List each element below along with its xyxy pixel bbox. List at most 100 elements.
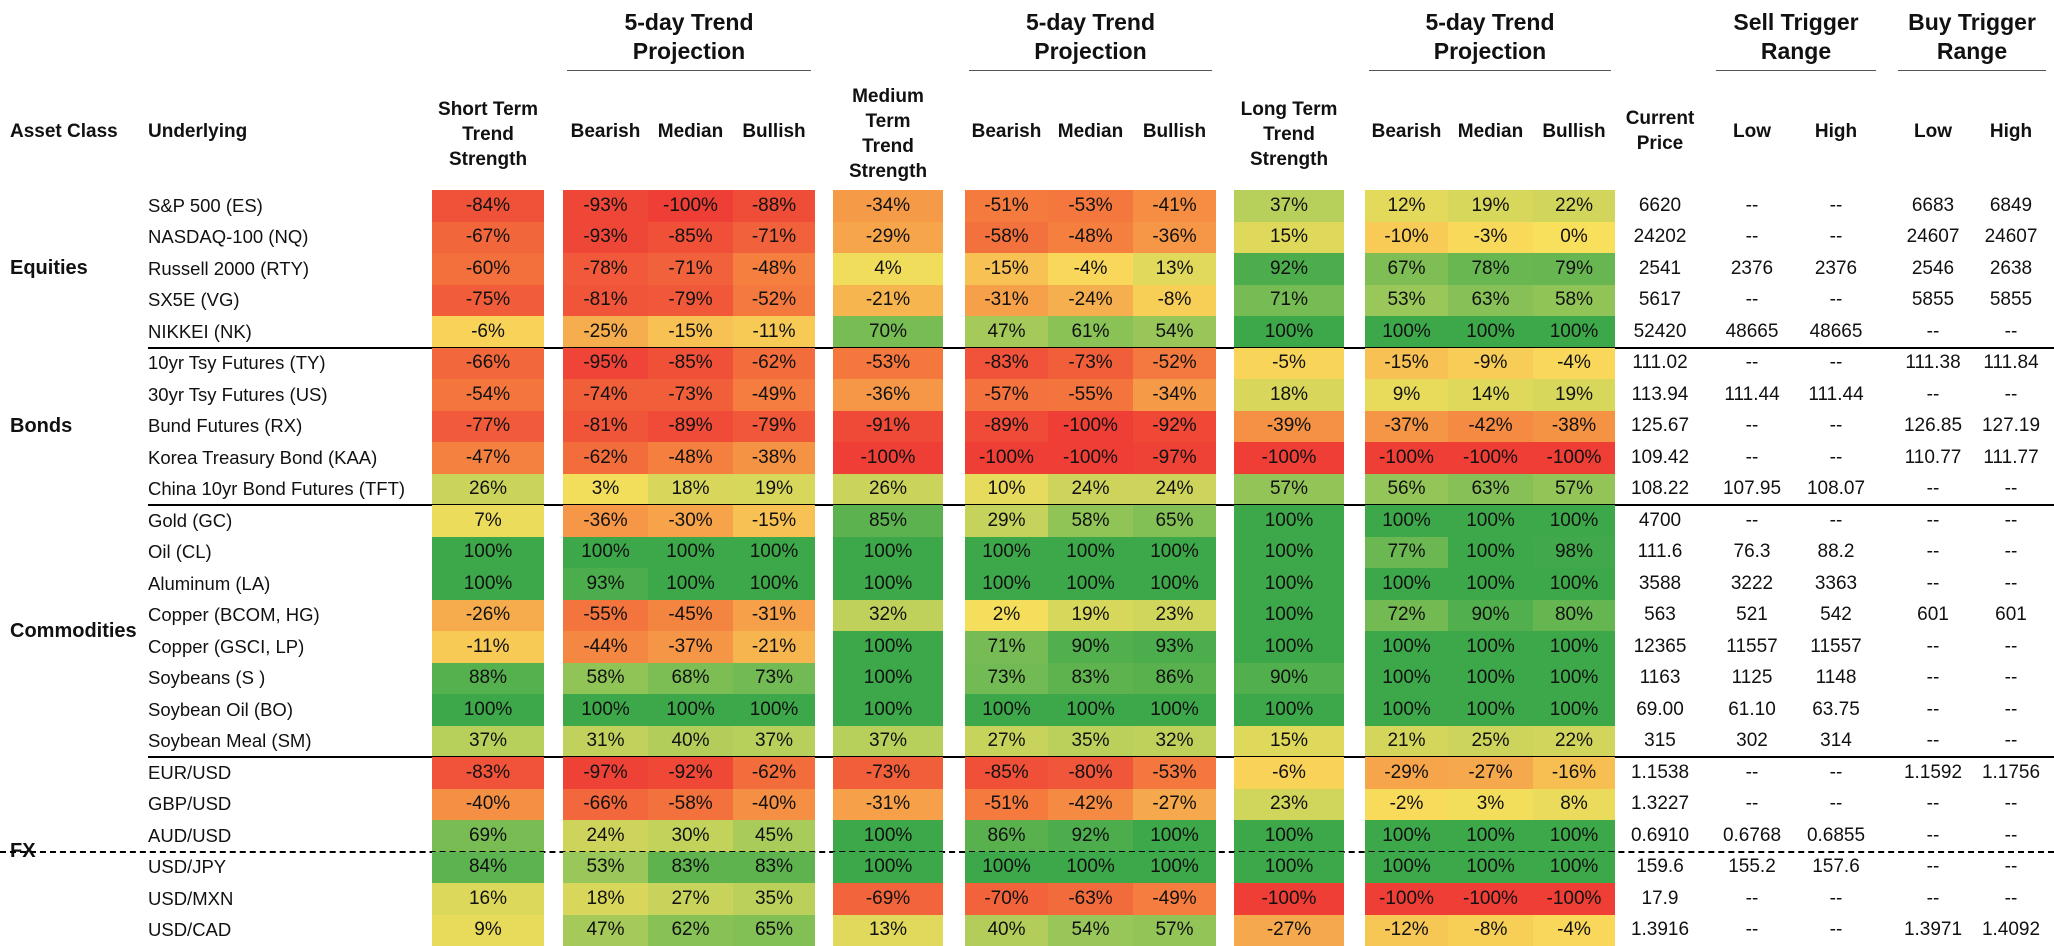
heat-cell: 100% xyxy=(1533,663,1615,695)
heat-cell: 100% xyxy=(1133,568,1216,600)
value-cell: -- xyxy=(1792,285,1880,317)
value-cell: 1.1756 xyxy=(1972,757,2050,789)
value-cell: -- xyxy=(1894,694,1972,726)
heat-cell: 100% xyxy=(833,537,943,569)
heat-cell: 100% xyxy=(1234,820,1344,852)
column-header: Median xyxy=(1448,96,1533,166)
heat-cell: -11% xyxy=(432,631,544,663)
heat-cell: -4% xyxy=(1533,915,1615,946)
heat-cell: 100% xyxy=(833,694,943,726)
heat-cell: 14% xyxy=(1448,379,1533,411)
value-cell: 1.3916 xyxy=(1618,915,1702,946)
value-cell: 108.07 xyxy=(1792,474,1880,506)
heat-cell: -9% xyxy=(1448,348,1533,380)
value-cell: -- xyxy=(1712,348,1792,380)
heat-cell: 58% xyxy=(1048,505,1133,537)
group-header: 5-day Trend Projection xyxy=(969,8,1212,71)
heat-cell: 25% xyxy=(1448,726,1533,758)
heat-cell: -67% xyxy=(432,222,544,254)
value-cell: 563 xyxy=(1618,600,1702,632)
value-cell: -- xyxy=(1972,474,2050,506)
underlying: Soybean Meal (SM) xyxy=(148,726,432,758)
heat-cell: -88% xyxy=(733,190,815,222)
heat-cell: -80% xyxy=(1048,757,1133,789)
heat-cell: 98% xyxy=(1533,537,1615,569)
heat-cell: 54% xyxy=(1133,316,1216,348)
heat-cell: -8% xyxy=(1448,915,1533,946)
value-cell: 127.19 xyxy=(1972,411,2050,443)
heat-cell: -100% xyxy=(1234,883,1344,915)
value-cell: -- xyxy=(1972,663,2050,695)
column-header: Bearish xyxy=(965,96,1048,166)
value-cell: 63.75 xyxy=(1792,694,1880,726)
heat-cell: -31% xyxy=(833,789,943,821)
heat-cell: 100% xyxy=(1048,537,1133,569)
heat-cell: -8% xyxy=(1133,285,1216,317)
heat-cell: -100% xyxy=(1048,442,1133,474)
value-cell: 111.02 xyxy=(1618,348,1702,380)
value-cell: 155.2 xyxy=(1712,852,1792,884)
heat-cell: 53% xyxy=(1365,285,1448,317)
heat-cell: 88% xyxy=(432,663,544,695)
heat-cell: 9% xyxy=(432,915,544,946)
heat-cell: 85% xyxy=(833,505,943,537)
value-cell: -- xyxy=(1972,568,2050,600)
heat-cell: -53% xyxy=(1133,757,1216,789)
value-cell: 521 xyxy=(1712,600,1792,632)
heat-cell: 100% xyxy=(733,568,815,600)
heat-cell: 32% xyxy=(833,600,943,632)
heat-cell: -40% xyxy=(432,789,544,821)
heat-cell: -100% xyxy=(648,190,733,222)
heat-cell: 45% xyxy=(733,820,815,852)
heat-cell: -27% xyxy=(1234,915,1344,946)
value-cell: 542 xyxy=(1792,600,1880,632)
heat-cell: -47% xyxy=(432,442,544,474)
value-cell: -- xyxy=(1972,631,2050,663)
heat-cell: 100% xyxy=(1234,568,1344,600)
heat-cell: 65% xyxy=(1133,505,1216,537)
value-cell: 61.10 xyxy=(1712,694,1792,726)
heat-cell: -79% xyxy=(733,411,815,443)
heat-cell: -52% xyxy=(1133,348,1216,380)
heat-cell: -74% xyxy=(563,379,648,411)
value-cell: -- xyxy=(1792,883,1880,915)
value-cell: 24607 xyxy=(1972,222,2050,254)
value-cell: -- xyxy=(1792,915,1880,946)
heat-cell: -2% xyxy=(1365,789,1448,821)
heat-cell: 4% xyxy=(833,253,943,285)
heat-cell: 92% xyxy=(1048,820,1133,852)
value-cell: -- xyxy=(1712,757,1792,789)
heat-cell: 62% xyxy=(648,915,733,946)
value-cell: 2376 xyxy=(1712,253,1792,285)
value-cell: 111.84 xyxy=(1972,348,2050,380)
heat-cell: -6% xyxy=(1234,757,1344,789)
heat-cell: -48% xyxy=(648,442,733,474)
heat-cell: -57% xyxy=(965,379,1048,411)
heat-cell: -100% xyxy=(1365,442,1448,474)
heat-cell: 83% xyxy=(1048,663,1133,695)
value-cell: -- xyxy=(1894,505,1972,537)
heat-cell: -100% xyxy=(1448,883,1533,915)
heat-cell: 37% xyxy=(733,726,815,758)
value-cell: -- xyxy=(1894,568,1972,600)
value-cell: -- xyxy=(1712,190,1792,222)
heat-cell: 100% xyxy=(965,537,1048,569)
column-header: Low xyxy=(1894,96,1972,166)
heat-cell: 18% xyxy=(648,474,733,506)
underlying: USD/JPY xyxy=(148,852,432,884)
heat-cell: 100% xyxy=(432,568,544,600)
heat-cell: 12% xyxy=(1365,190,1448,222)
value-cell: 110.77 xyxy=(1894,442,1972,474)
heat-cell: 100% xyxy=(432,694,544,726)
underlying: NASDAQ-100 (NQ) xyxy=(148,222,432,254)
heat-cell: -100% xyxy=(1533,442,1615,474)
heat-cell: 54% xyxy=(1048,915,1133,946)
heat-cell: 100% xyxy=(1448,316,1533,348)
heat-cell: 23% xyxy=(1133,600,1216,632)
heat-cell: -55% xyxy=(563,600,648,632)
value-cell: 111.77 xyxy=(1972,442,2050,474)
heat-cell: -27% xyxy=(1133,789,1216,821)
value-cell: 107.95 xyxy=(1712,474,1792,506)
underlying: Copper (BCOM, HG) xyxy=(148,600,432,632)
value-cell: 17.9 xyxy=(1618,883,1702,915)
